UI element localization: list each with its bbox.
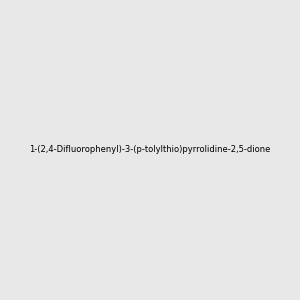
- Text: 1-(2,4-Difluorophenyl)-3-(p-tolylthio)pyrrolidine-2,5-dione: 1-(2,4-Difluorophenyl)-3-(p-tolylthio)py…: [29, 146, 271, 154]
